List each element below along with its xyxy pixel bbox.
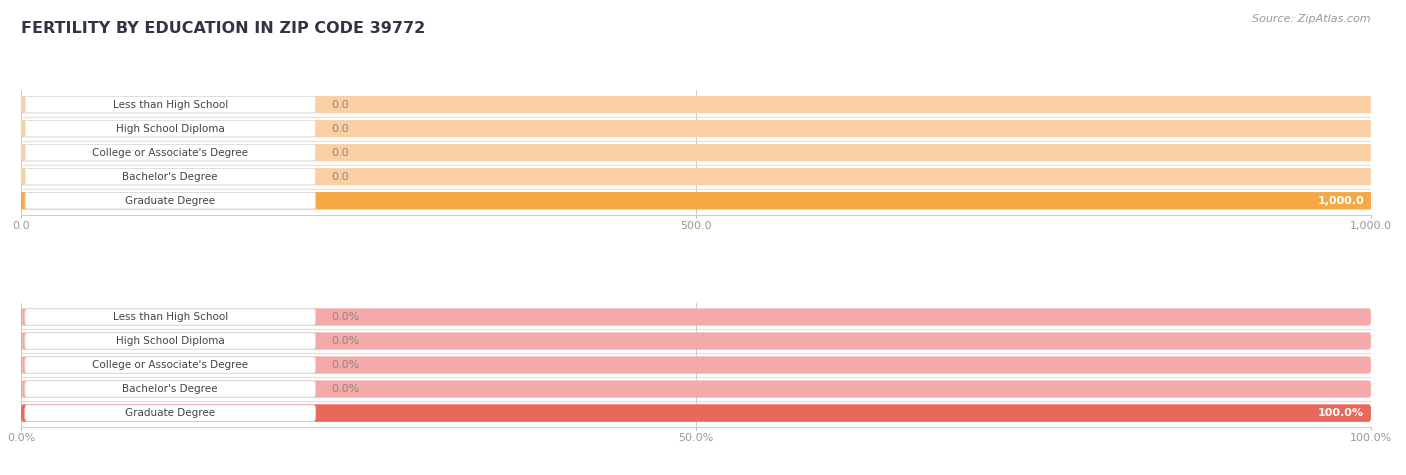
FancyBboxPatch shape: [25, 357, 315, 373]
Text: 0.0%: 0.0%: [332, 336, 360, 346]
Text: Less than High School: Less than High School: [112, 312, 228, 322]
Text: High School Diploma: High School Diploma: [115, 124, 225, 133]
Text: Source: ZipAtlas.com: Source: ZipAtlas.com: [1253, 14, 1371, 24]
FancyBboxPatch shape: [25, 192, 315, 209]
Text: High School Diploma: High School Diploma: [115, 336, 225, 346]
FancyBboxPatch shape: [21, 168, 1371, 185]
FancyBboxPatch shape: [21, 96, 1371, 114]
FancyBboxPatch shape: [25, 169, 315, 185]
Text: Bachelor's Degree: Bachelor's Degree: [122, 172, 218, 182]
Text: College or Associate's Degree: College or Associate's Degree: [93, 148, 249, 158]
FancyBboxPatch shape: [21, 192, 1371, 209]
Text: 0.0%: 0.0%: [332, 384, 360, 394]
Text: Graduate Degree: Graduate Degree: [125, 408, 215, 418]
Text: College or Associate's Degree: College or Associate's Degree: [93, 360, 249, 370]
Text: 100.0%: 100.0%: [1317, 408, 1364, 418]
FancyBboxPatch shape: [21, 356, 1371, 374]
Text: 0.0%: 0.0%: [332, 360, 360, 370]
FancyBboxPatch shape: [25, 381, 315, 397]
Text: Less than High School: Less than High School: [112, 100, 228, 110]
FancyBboxPatch shape: [21, 120, 1371, 137]
FancyBboxPatch shape: [25, 309, 315, 325]
Text: 0.0: 0.0: [332, 124, 349, 133]
FancyBboxPatch shape: [25, 121, 315, 137]
Text: 0.0%: 0.0%: [332, 312, 360, 322]
FancyBboxPatch shape: [21, 404, 1371, 422]
FancyBboxPatch shape: [25, 96, 315, 113]
Text: 0.0: 0.0: [332, 148, 349, 158]
FancyBboxPatch shape: [21, 332, 1371, 350]
FancyBboxPatch shape: [21, 380, 1371, 398]
Text: Bachelor's Degree: Bachelor's Degree: [122, 384, 218, 394]
Text: 0.0: 0.0: [332, 172, 349, 182]
Text: FERTILITY BY EDUCATION IN ZIP CODE 39772: FERTILITY BY EDUCATION IN ZIP CODE 39772: [21, 21, 426, 37]
FancyBboxPatch shape: [21, 144, 1371, 162]
Text: 0.0: 0.0: [332, 100, 349, 110]
FancyBboxPatch shape: [25, 333, 315, 349]
Text: 1,000.0: 1,000.0: [1317, 196, 1364, 206]
FancyBboxPatch shape: [25, 405, 315, 421]
FancyBboxPatch shape: [21, 404, 1371, 422]
Text: Graduate Degree: Graduate Degree: [125, 196, 215, 206]
FancyBboxPatch shape: [21, 192, 1371, 209]
FancyBboxPatch shape: [21, 308, 1371, 326]
FancyBboxPatch shape: [25, 144, 315, 161]
